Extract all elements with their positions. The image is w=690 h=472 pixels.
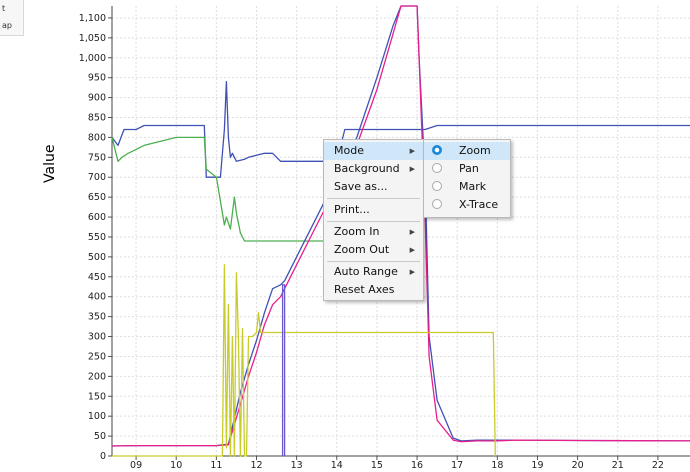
radio-icon[interactable] [432, 199, 442, 209]
x-tick-label: 15 [371, 460, 383, 471]
series-line-1 [111, 136, 337, 242]
mode-option-x-trace[interactable]: X-Trace [424, 196, 510, 214]
mode-option-pan[interactable]: Pan [424, 160, 510, 178]
series-line-4 [112, 264, 496, 457]
y-tick-label: 550 [88, 232, 106, 243]
menu-item-label: Zoom Out [334, 243, 390, 256]
submenu-arrow-icon: ▶ [409, 165, 415, 173]
radio-icon[interactable] [432, 163, 442, 173]
menu-separator [327, 261, 420, 262]
menu-separator [327, 198, 420, 199]
menu-item-label: Print... [334, 203, 370, 216]
legend-item: ap [2, 21, 12, 30]
y-tick-label: 400 [88, 292, 106, 303]
x-tick-label: 20 [572, 460, 584, 471]
y-axis-label: Value [42, 144, 58, 183]
legend-item: t [2, 4, 6, 13]
menu-item-label: Reset Axes [334, 283, 395, 296]
x-tick-label: 14 [331, 460, 343, 471]
y-tick-label: 150 [88, 391, 106, 402]
x-tick-label: 09 [130, 460, 142, 471]
y-tick-label: 800 [88, 132, 106, 143]
y-tick-label: 350 [88, 312, 106, 323]
series-line-5 [281, 284, 286, 456]
menu-item-label: Mode [334, 144, 364, 157]
y-tick-label: 500 [88, 252, 106, 263]
x-tick-label: 18 [491, 460, 503, 471]
menu-item-label: Auto Range [334, 265, 398, 278]
menu-item-label: Save as... [334, 180, 388, 193]
y-tick-label: 0 [100, 451, 106, 462]
submenu-arrow-icon: ▶ [409, 228, 415, 236]
series-line-0 [111, 81, 690, 178]
chart-series [111, 5, 690, 457]
y-tick-label: 850 [88, 113, 106, 124]
legend-box[interactable]: t ap [0, 0, 24, 36]
submenu-arrow-icon: ▶ [409, 147, 415, 155]
y-tick-label: 650 [88, 192, 106, 203]
mode-option-label: X-Trace [459, 198, 499, 211]
y-tick-label: 1,000 [79, 53, 106, 64]
y-tick-label: 900 [88, 93, 106, 104]
radio-icon[interactable] [432, 181, 442, 191]
x-tick-label: 19 [531, 460, 543, 471]
x-tick-label: 10 [170, 460, 182, 471]
mode-option-zoom[interactable]: Zoom [424, 142, 510, 160]
menu-item-reset-axes[interactable]: Reset Axes [324, 281, 423, 299]
y-tick-label: 1,100 [79, 13, 106, 24]
y-tick-label: 750 [88, 152, 106, 163]
y-tick-label: 300 [88, 332, 106, 343]
mode-option-mark[interactable]: Mark [424, 178, 510, 196]
y-tick-label: 600 [88, 212, 106, 223]
submenu-arrow-icon: ▶ [409, 246, 415, 254]
y-tick-label: 100 [88, 411, 106, 422]
y-tick-label: 950 [88, 73, 106, 84]
context-menu: Mode ▶ Background ▶ Save as... Print... … [323, 139, 424, 301]
mode-option-label: Mark [459, 180, 487, 193]
series-line-2 [111, 5, 690, 447]
mode-option-label: Pan [459, 162, 479, 175]
x-tick-label: 11 [210, 460, 222, 471]
y-tick-label: 50 [94, 431, 106, 442]
y-tick-label: 450 [88, 272, 106, 283]
y-tick-label: 250 [88, 351, 106, 362]
menu-item-save-as[interactable]: Save as... [324, 178, 423, 196]
menu-item-print[interactable]: Print... [324, 201, 423, 219]
x-tick-label: 22 [652, 460, 664, 471]
x-tick-label: 21 [612, 460, 624, 471]
menu-item-label: Background [334, 162, 400, 175]
x-tick-label: 17 [451, 460, 463, 471]
y-tick-label: 200 [88, 371, 106, 382]
menu-item-mode[interactable]: Mode ▶ [324, 142, 423, 160]
menu-item-zoom-out[interactable]: Zoom Out ▶ [324, 241, 423, 259]
y-tick-label: 700 [88, 172, 106, 183]
menu-item-label: Zoom In [334, 225, 380, 238]
radio-selected-icon[interactable] [432, 145, 442, 155]
x-tick-label: 12 [250, 460, 262, 471]
menu-item-zoom-in[interactable]: Zoom In ▶ [324, 223, 423, 241]
submenu-arrow-icon: ▶ [409, 268, 415, 276]
mode-submenu: Zoom Pan Mark X-Trace [423, 139, 511, 218]
menu-separator [327, 221, 420, 222]
mode-option-label: Zoom [459, 144, 491, 157]
menu-item-auto-range[interactable]: Auto Range ▶ [324, 263, 423, 281]
y-tick-label: 1,050 [79, 33, 106, 44]
x-tick-label: 13 [291, 460, 303, 471]
x-tick-label: 16 [411, 460, 423, 471]
menu-item-background[interactable]: Background ▶ [324, 160, 423, 178]
